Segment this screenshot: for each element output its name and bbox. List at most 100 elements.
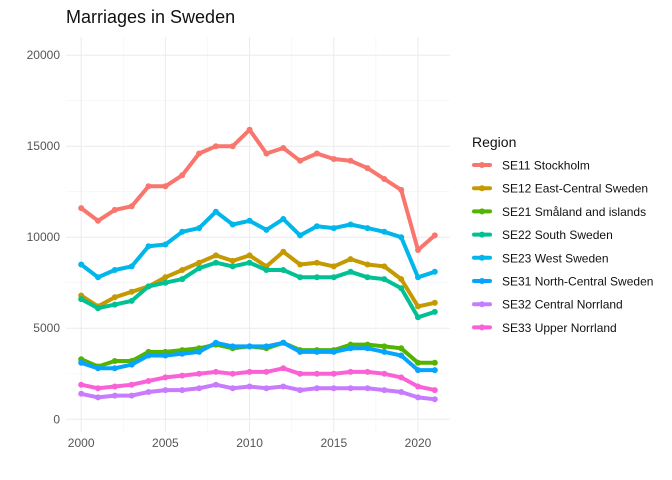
series-5: [78, 208, 438, 281]
y-axis-ticks: 0 5000 10000 15000 20000: [27, 48, 61, 426]
data-point: [229, 370, 236, 377]
x-tick-label: 2020: [405, 436, 432, 450]
data-point: [229, 143, 236, 150]
legend-item: SE12 East-Central Sweden: [472, 182, 648, 196]
data-point: [280, 383, 287, 390]
series-2: [78, 248, 438, 310]
data-point: [381, 276, 388, 283]
legend-label: SE12 East-Central Sweden: [502, 182, 648, 196]
data-point: [212, 208, 219, 215]
data-point: [212, 143, 219, 150]
data-point: [145, 352, 152, 359]
data-point: [246, 126, 253, 133]
series-1: [78, 126, 438, 253]
data-point: [330, 156, 337, 162]
data-point: [179, 267, 186, 273]
legend-key-point: [479, 324, 485, 331]
data-point: [196, 385, 203, 392]
legend-key-point: [479, 208, 485, 215]
data-point: [415, 303, 421, 310]
data-point: [246, 259, 253, 266]
data-point: [246, 217, 253, 224]
data-point: [381, 348, 388, 355]
data-point: [398, 234, 405, 241]
data-point: [280, 339, 287, 346]
data-point: [415, 314, 421, 321]
data-point: [297, 232, 304, 239]
data-point: [313, 223, 320, 230]
y-tick-label: 5000: [33, 321, 60, 335]
data-point: [347, 268, 354, 275]
data-point: [297, 274, 304, 281]
data-point: [431, 396, 438, 403]
legend-item: SE32 Central Norrland: [472, 298, 623, 312]
data-point: [347, 157, 354, 164]
data-point: [431, 232, 438, 239]
legend: Region SE11 Stockholm SE12 East-Central S…: [472, 134, 653, 335]
series-4: [78, 259, 438, 321]
legend-item: SE31 North-Central Sweden: [472, 275, 653, 289]
data-point: [313, 150, 320, 157]
data-point: [381, 343, 388, 350]
data-point: [263, 385, 270, 392]
data-point: [162, 352, 169, 359]
data-point: [212, 259, 219, 266]
data-point: [179, 350, 186, 357]
y-tick-label: 0: [53, 412, 60, 426]
data-point: [196, 348, 203, 355]
data-point: [78, 359, 85, 366]
data-point: [263, 150, 270, 157]
x-tick-label: 2015: [320, 436, 347, 450]
data-point: [280, 248, 287, 255]
data-point: [179, 228, 186, 235]
data-point: [330, 225, 337, 232]
data-point: [229, 257, 236, 264]
grid: [66, 37, 450, 432]
data-point: [431, 299, 438, 306]
data-point: [263, 267, 270, 273]
series-8: [78, 365, 438, 394]
data-point: [364, 165, 371, 172]
data-point: [381, 228, 388, 235]
data-point: [398, 374, 405, 381]
data-point: [196, 259, 203, 266]
legend-key-point: [479, 254, 485, 261]
data-point: [246, 383, 253, 390]
series-6: [78, 339, 438, 374]
data-point: [280, 267, 287, 273]
data-point: [297, 370, 304, 377]
data-point: [111, 206, 118, 213]
data-point: [415, 359, 421, 366]
data-point: [128, 263, 135, 270]
data-point: [280, 145, 287, 151]
data-point: [212, 252, 219, 259]
data-point: [280, 365, 287, 372]
data-point: [313, 259, 320, 266]
legend-key-point: [479, 278, 485, 284]
data-point: [347, 368, 354, 375]
data-point: [297, 348, 304, 355]
data-point: [128, 381, 135, 388]
data-point: [313, 348, 320, 355]
data-point: [246, 343, 253, 350]
data-point: [313, 370, 320, 377]
data-point: [145, 378, 152, 384]
series-layer: [78, 126, 438, 403]
data-point: [95, 305, 101, 312]
data-point: [330, 263, 337, 270]
legend-item: SE11 Stockholm: [472, 159, 590, 173]
data-point: [431, 367, 438, 374]
data-point: [330, 385, 337, 392]
data-point: [128, 361, 135, 368]
legend-key-point: [479, 162, 485, 168]
data-point: [330, 348, 337, 355]
data-point: [246, 252, 253, 259]
data-point: [364, 385, 371, 392]
data-point: [162, 387, 169, 394]
data-point: [162, 279, 169, 286]
data-point: [415, 383, 421, 390]
data-point: [111, 267, 118, 273]
data-point: [162, 241, 169, 248]
data-point: [415, 394, 421, 401]
data-point: [431, 268, 438, 275]
